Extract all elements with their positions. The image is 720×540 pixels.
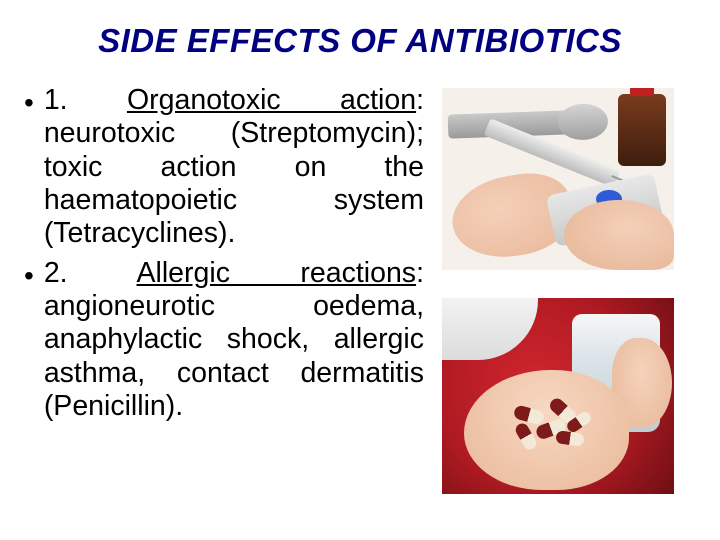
bullet-number: 2. <box>44 257 68 289</box>
capsule-icon <box>555 430 585 447</box>
content-row: • 1. Organotoxic action: neurotoxic (Str… <box>0 72 720 494</box>
capsule-icon <box>513 421 538 452</box>
text-column: • 1. Organotoxic action: neurotoxic (Str… <box>24 84 424 494</box>
bullet-marker: • <box>24 261 34 424</box>
medicine-bottle-icon <box>618 94 666 166</box>
bullet-text-2: 2. Allergic reactions: angioneurotic oed… <box>44 257 424 424</box>
image-column <box>442 84 674 494</box>
bullet-number: 1. <box>44 84 68 116</box>
bullet-text-1: 1. Organotoxic action: neurotoxic (Strep… <box>44 84 424 251</box>
bullet-heading: Organotoxic action <box>127 84 416 116</box>
pill-pile <box>508 402 604 458</box>
hand-icon <box>564 200 674 270</box>
handful-of-pills-image <box>442 298 674 494</box>
bullet-item-2: • 2. Allergic reactions: angioneurotic o… <box>24 257 424 424</box>
capsule-icon <box>513 404 546 425</box>
bullet-marker: • <box>24 88 34 251</box>
bullet-heading: Allergic reactions <box>137 257 417 289</box>
bullet-item-1: • 1. Organotoxic action: neurotoxic (Str… <box>24 84 424 251</box>
slide-title: SIDE EFFECTS OF ANTIBIOTICS <box>0 0 720 72</box>
medication-administration-image <box>442 88 674 270</box>
